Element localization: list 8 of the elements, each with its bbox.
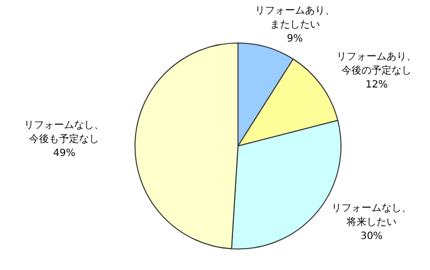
data-label: 30% <box>360 230 383 242</box>
slice-label: リフォームなし、将来したい <box>332 202 412 228</box>
slice-label: リフォームあり、今後の予定なし <box>336 51 417 76</box>
slice-label: リフォームあり、またしたい <box>254 5 335 30</box>
slice-label: リフォームなし、今後も予定なし <box>24 120 104 146</box>
data-label: 49% <box>53 148 76 160</box>
data-label: 9% <box>286 33 303 44</box>
data-label: 12% <box>366 79 388 90</box>
